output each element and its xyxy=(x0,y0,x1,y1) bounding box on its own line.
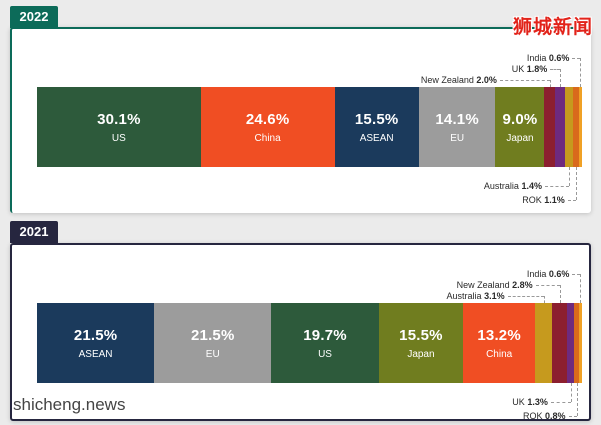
bar-segment-new-zealand xyxy=(544,87,556,167)
chart-card-2021: 21.5% ASEAN 21.5% EU 19.7% US 15.5% Japan 13.2% C… xyxy=(10,243,591,421)
bar-segment-australia xyxy=(535,303,552,383)
chart-card-2022: 30.1% US 24.6% China 15.5% ASEAN 14.1% EU 9.0% Ja… xyxy=(10,27,591,213)
callout-label-rok: ROK 0.8% xyxy=(523,411,566,421)
segment-value: 15.5% xyxy=(354,110,399,128)
leader-line-drop-uk xyxy=(570,383,572,402)
bar-segment-japan: 9.0% Japan xyxy=(495,87,545,167)
callout-label-uk: UK 1.3% xyxy=(512,397,548,407)
leader-line-drop-rok xyxy=(575,167,577,200)
leader-line-drop-rok xyxy=(576,383,578,416)
bar-segment-uk xyxy=(567,303,575,383)
leader-line-drop-new-zealand xyxy=(549,80,551,87)
segment-value: 24.6% xyxy=(245,110,290,128)
segment-label: ASEAN xyxy=(78,348,113,360)
segment-value: 21.5% xyxy=(73,326,118,344)
bar-segment-us: 30.1% US xyxy=(37,87,201,167)
leader-line-rok xyxy=(568,416,577,417)
segment-label: ASEAN xyxy=(359,132,394,144)
bar-segment-japan: 15.5% Japan xyxy=(378,303,464,383)
leader-line-drop-new-zealand xyxy=(559,285,561,303)
segment-label: US xyxy=(111,132,126,144)
segment-value: 19.7% xyxy=(303,326,347,344)
year-label-2021: 2021 xyxy=(10,221,58,243)
segment-value: 9.0% xyxy=(502,110,538,128)
bar-segment-china: 13.2% China xyxy=(463,303,536,383)
leader-line-drop-australia xyxy=(543,296,545,303)
segment-label: China xyxy=(486,348,513,360)
leader-line-drop-india xyxy=(580,58,582,87)
callout-label-uk: UK 1.8% xyxy=(511,64,548,74)
leader-line-drop-india xyxy=(580,274,582,303)
bar-segment-rok xyxy=(574,303,579,383)
bar-segment-eu: 14.1% EU xyxy=(418,87,496,167)
bar-segment-eu: 21.5% EU xyxy=(154,303,272,383)
callout-label-new-zealand: New Zealand 2.0% xyxy=(420,75,497,85)
leader-line-new-zealand xyxy=(535,285,560,286)
segment-value: 15.5% xyxy=(399,326,443,344)
watermark-site: shicheng.news xyxy=(13,395,126,414)
segment-value: 14.1% xyxy=(435,110,479,128)
stacked-bar-2021: 21.5% ASEAN 21.5% EU 19.7% US 15.5% Japan 13.2% C… xyxy=(37,303,582,383)
leader-line-india xyxy=(572,274,581,275)
leader-line-india xyxy=(572,58,581,59)
callout-label-australia: Australia 3.1% xyxy=(446,291,505,301)
callout-label-india: India 0.6% xyxy=(526,269,570,279)
segment-label: EU xyxy=(205,348,220,360)
segment-label: China xyxy=(254,132,281,144)
segment-value: 13.2% xyxy=(477,326,521,344)
bar-segment-australia xyxy=(565,87,573,167)
bar-area-2021: 21.5% ASEAN 21.5% EU 19.7% US 15.5% Japan 13.2% C… xyxy=(37,269,582,425)
bar-segment-rok xyxy=(572,87,579,167)
bar-segment-us: 19.7% US xyxy=(271,303,379,383)
segment-value: 30.1% xyxy=(97,110,141,128)
segment-label: EU xyxy=(450,132,465,144)
callout-label-australia: Australia 1.4% xyxy=(483,181,542,191)
leader-line-australia xyxy=(507,296,544,297)
callout-label-new-zealand: New Zealand 2.8% xyxy=(456,280,533,290)
year-label-2022: 2022 xyxy=(10,6,58,28)
bar-segment-asean: 21.5% ASEAN xyxy=(37,303,155,383)
bar-segment-china: 24.6% China xyxy=(200,87,335,167)
segment-value: 21.5% xyxy=(190,326,235,344)
callout-label-rok: ROK 1.1% xyxy=(522,195,565,205)
segment-label: US xyxy=(318,348,332,360)
bar-segment-india xyxy=(578,303,582,383)
segment-label: Japan xyxy=(506,132,534,144)
bar-area-2022: 30.1% US 24.6% China 15.5% ASEAN 14.1% EU 9.0% Ja… xyxy=(37,53,582,209)
bar-segment-asean: 15.5% ASEAN xyxy=(334,87,419,167)
leader-line-uk xyxy=(550,69,561,70)
bar-segment-uk xyxy=(555,87,566,167)
leader-line-new-zealand xyxy=(499,80,550,81)
leader-line-rok xyxy=(567,200,576,201)
callout-label-india: India 0.6% xyxy=(526,53,570,63)
leader-line-drop-uk xyxy=(560,69,562,87)
leader-line-australia xyxy=(544,186,569,187)
bar-segment-new-zealand xyxy=(552,303,568,383)
leader-line-drop-australia xyxy=(568,167,570,186)
bar-segment-india xyxy=(578,87,582,167)
watermark-chinese: 狮城新闻 xyxy=(512,17,593,38)
stacked-bar-2022: 30.1% US 24.6% China 15.5% ASEAN 14.1% EU 9.0% Ja… xyxy=(37,87,582,167)
segment-label: Japan xyxy=(407,348,435,360)
leader-line-uk xyxy=(550,402,571,403)
